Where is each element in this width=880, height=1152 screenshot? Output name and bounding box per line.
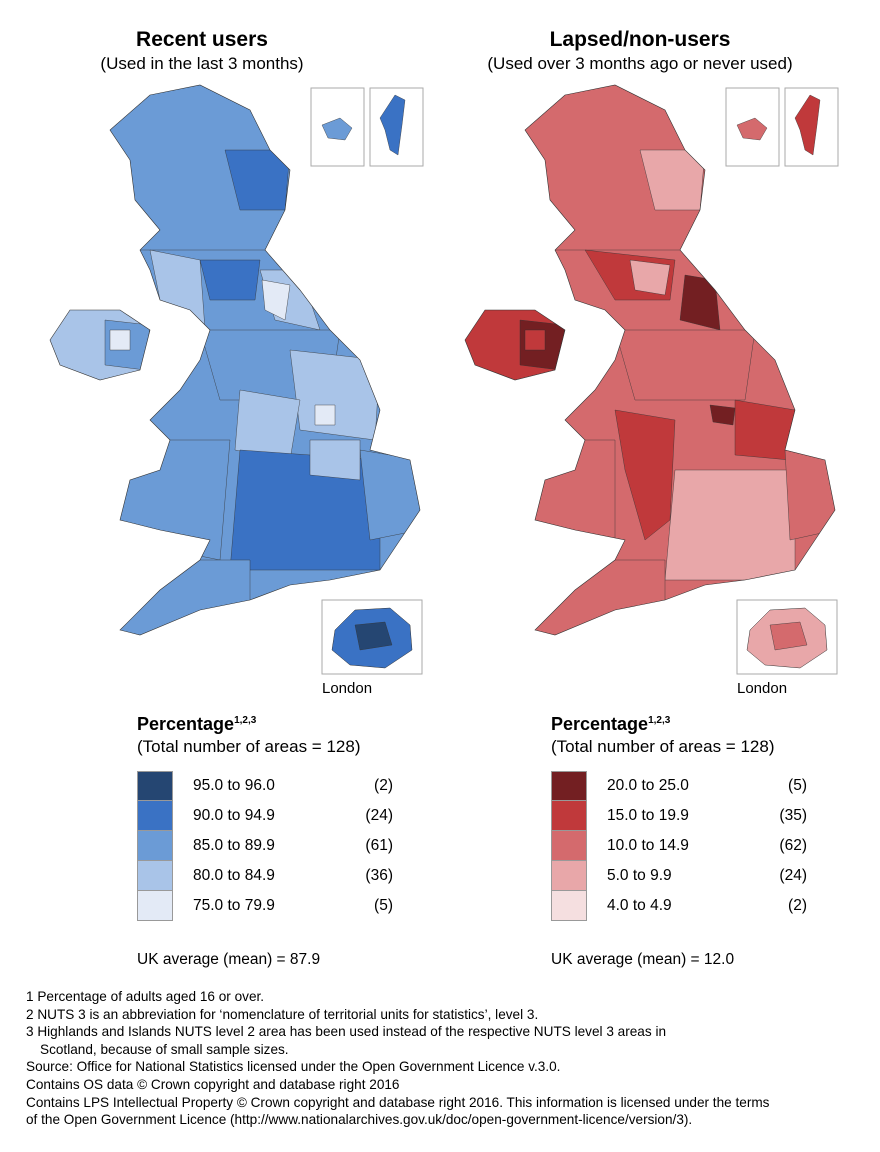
left-subtitle: (Used in the last 3 months): [100, 54, 304, 73]
region: [109, 329, 131, 351]
legend-swatch: [137, 861, 173, 891]
region: [289, 349, 381, 441]
footnote: 2 NUTS 3 is an abbreviation for ‘nomencl…: [26, 1006, 539, 1022]
footnote: of the Open Government Licence (http://w…: [26, 1112, 693, 1128]
coastline: [49, 309, 151, 381]
legend-range: 15.0 to 19.9: [607, 807, 689, 824]
legend-row: 10.0 to 14.9 (62): [551, 831, 821, 861]
legend-swatch: [551, 891, 587, 921]
legend-count: (5): [788, 777, 807, 794]
region: [614, 409, 676, 541]
region: [709, 404, 736, 426]
legend-count: (36): [365, 867, 393, 884]
right-legend: Percentage1,2,3 (Total number of areas =…: [551, 714, 821, 969]
footnote: Scotland, because of small sample sizes.: [40, 1041, 289, 1057]
uk-average: UK average (mean) = 12.0: [551, 951, 735, 968]
uk-average: UK average (mean) = 87.9: [137, 951, 321, 968]
legend-range: 80.0 to 84.9: [193, 867, 275, 884]
legend-row: 15.0 to 19.9 (35): [551, 801, 821, 831]
coastline: [464, 309, 566, 381]
right-title: Lapsed/non-users: [549, 28, 731, 51]
legend-subtitle: (Total number of areas = 128): [551, 737, 775, 756]
legend-row: 5.0 to 9.9 (24): [551, 861, 821, 891]
left-london-label: London: [322, 680, 373, 697]
shetland-islands: [794, 94, 821, 156]
right-map-title: Lapsed/non-users (Used over 3 months ago…: [470, 28, 810, 74]
legend-count: (35): [779, 807, 807, 824]
legend-swatch: [137, 771, 173, 801]
legend-range: 90.0 to 94.9: [193, 807, 275, 824]
footnote: 1 Percentage of adults aged 16 or over.: [26, 989, 265, 1004]
legend-swatch: [137, 801, 173, 831]
region: [110, 559, 251, 635]
right-london-label: London: [737, 680, 788, 697]
region: [261, 279, 291, 321]
legend-row: 80.0 to 84.9 (36): [137, 861, 407, 891]
legend-row: 20.0 to 25.0 (5): [551, 771, 821, 801]
legend-title: Percentage1,2,3: [137, 714, 257, 734]
legend-count: (2): [788, 897, 807, 914]
region: [784, 449, 835, 541]
legend-row: 90.0 to 94.9 (24): [137, 801, 407, 831]
region: [199, 259, 261, 301]
orkney-islands: [321, 117, 353, 141]
footnotes: 1 Percentage of adults aged 16 or over. 2…: [26, 988, 769, 1129]
legend-row: 95.0 to 96.0 (2): [137, 771, 407, 801]
region: [534, 439, 616, 541]
legend-count: (24): [779, 867, 807, 884]
region: [119, 439, 231, 561]
footnote: Contains OS data © Crown copyright and d…: [26, 1076, 400, 1092]
region: [664, 469, 796, 581]
footnote: 3 Highlands and Islands NUTS level 2 are…: [26, 1024, 667, 1040]
legend-subtitle: (Total number of areas = 128): [137, 737, 361, 756]
northern-ireland: [465, 310, 565, 380]
shetland-islands: [379, 94, 406, 156]
legend-swatch: [551, 831, 587, 861]
legend-range: 75.0 to 79.9: [193, 897, 275, 914]
region: [309, 439, 361, 481]
legend-range: 85.0 to 89.9: [193, 837, 275, 854]
region: [314, 404, 336, 426]
orkney-islands: [736, 117, 768, 141]
left-map-title: Recent users (Used in the last 3 months): [32, 28, 372, 74]
legend-swatch: [551, 771, 587, 801]
region: [525, 559, 666, 635]
right-subtitle: (Used over 3 months ago or never used): [487, 54, 793, 73]
legend-range: 10.0 to 14.9: [607, 837, 689, 854]
legend-count: (24): [365, 807, 393, 824]
northern-ireland: [50, 310, 150, 380]
legend-range: 5.0 to 9.9: [607, 867, 672, 884]
left-title: Recent users: [136, 28, 268, 51]
legend-row: 4.0 to 4.9 (2): [551, 891, 821, 921]
legend-row: 75.0 to 79.9 (5): [137, 891, 407, 921]
choropleth-maps: [49, 84, 839, 675]
legend-range: 4.0 to 4.9: [607, 897, 672, 914]
legend-swatch: [551, 801, 587, 831]
legend-row: 85.0 to 89.9 (61): [137, 831, 407, 861]
inner-london: [354, 621, 393, 651]
region: [629, 259, 671, 296]
legend-title: Percentage1,2,3: [551, 714, 671, 734]
region: [614, 329, 756, 401]
lapsed-users-map: [464, 84, 839, 675]
left-legend: Percentage1,2,3 (Total number of areas =…: [137, 714, 407, 969]
legend-swatch: [137, 891, 173, 921]
legend-count: (5): [374, 897, 393, 914]
inner-london: [769, 621, 808, 651]
region: [234, 389, 301, 461]
legend-swatch: [137, 831, 173, 861]
region: [149, 249, 206, 331]
legend-range: 20.0 to 25.0: [607, 777, 689, 794]
legend-count: (62): [779, 837, 807, 854]
legend-swatch: [551, 861, 587, 891]
legend-count: (61): [365, 837, 393, 854]
recent-users-map: [49, 84, 424, 675]
footnote: Contains LPS Intellectual Property © Cro…: [26, 1094, 770, 1110]
region: [524, 329, 546, 351]
footnote: Source: Office for National Statistics l…: [26, 1059, 561, 1075]
legend-range: 95.0 to 96.0: [193, 777, 275, 794]
legend-count: (2): [374, 777, 393, 794]
